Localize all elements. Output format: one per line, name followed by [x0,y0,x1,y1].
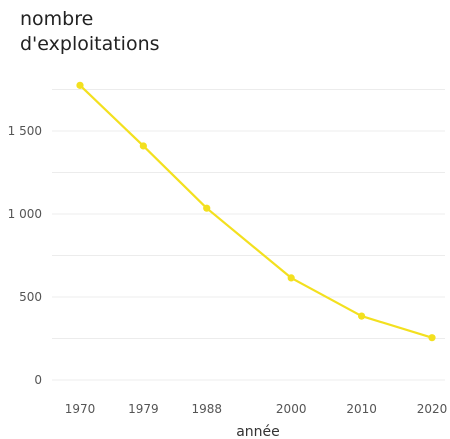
y-axis-title-line-2: d'exploitations [20,33,160,55]
x-axis-ticks: 1970 1979 1988 2000 2010 2020 [65,402,448,416]
y-axis-title-line-1: nombre [20,8,94,30]
data-point [358,312,366,320]
x-tick-label: 2020 [417,402,448,416]
x-tick-label: 1988 [191,402,222,416]
data-point [428,334,436,342]
data-point [76,81,84,89]
x-tick-label: 1979 [128,402,159,416]
y-axis-ticks: 0 500 1 000 1 500 [8,124,42,387]
data-point [203,204,211,212]
x-tick-label: 1970 [65,402,96,416]
y-tick-label: 500 [19,290,42,304]
gridlines [52,89,445,381]
series-group [76,81,436,342]
x-axis-title: année [236,424,280,439]
y-tick-label: 1 500 [8,124,42,138]
data-point [287,274,295,282]
series-line [79,84,433,339]
data-point [139,142,147,150]
y-tick-label: 0 [34,373,42,387]
y-tick-label: 1 000 [8,207,42,221]
x-tick-label: 2000 [276,402,307,416]
x-tick-label: 2010 [346,402,377,416]
